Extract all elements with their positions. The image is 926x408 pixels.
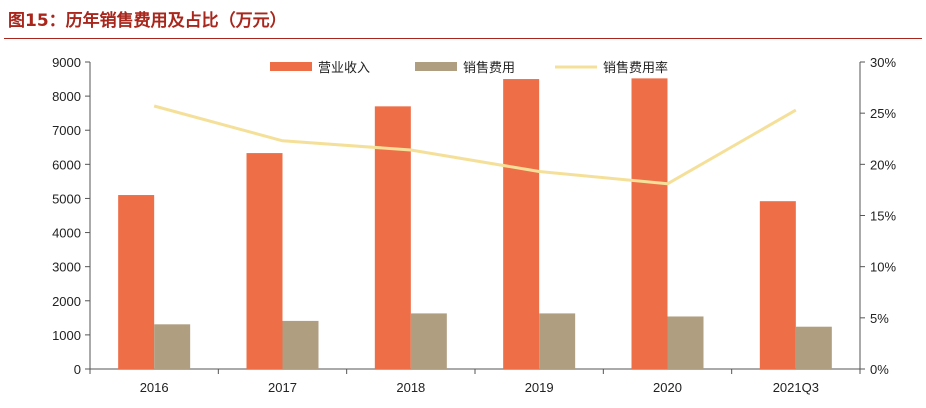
ratio-line [153,104,797,186]
legend-swatch [415,62,457,71]
expense-bar [282,320,319,369]
y-right-tick-label: 5% [870,311,889,326]
chart-legend: 营业收入 销售费用 销售费用率 [270,60,668,76]
chart-axes: 0 1000 2000 3000 4000 5000 6000 7000 8000 9000 0% 5… [52,55,896,395]
x-tick-label: 2019 [525,380,554,395]
y-right-tick-label: 30% [870,55,896,70]
y-left-tick-label: 1000 [52,328,81,343]
expense-bar [539,313,576,369]
legend-label: 销售费用 [463,60,515,76]
legend-swatch [270,62,312,71]
x-tick-label: 2017 [268,380,297,395]
chart-ratio-line [153,104,797,186]
revenue-bar [246,153,283,369]
y-left-tick-label: 7000 [52,123,81,138]
y-right-tick-label: 25% [870,106,896,121]
legend-label: 销售费用率 [603,60,668,76]
y-left-tick-label: 0 [74,362,81,377]
revenue-bar [631,78,668,369]
y-left-tick-label: 3000 [52,260,81,275]
figure-title: 图15：历年销售费用及占比（万元） [8,11,287,31]
expense-bar [795,326,832,369]
y-right-tick-label: 20% [870,157,896,172]
expense-bar [410,313,447,369]
x-tick-label: 2016 [140,380,169,395]
expense-bar [154,324,191,369]
revenue-bar [503,79,540,370]
y-right-tick-label: 10% [870,260,896,275]
revenue-bar [118,195,155,369]
y-right-tick-label: 0% [870,362,889,377]
revenue-bar [759,201,796,369]
y-right-tick-label: 15% [870,209,896,224]
y-left-tick-label: 5000 [52,191,81,206]
chart-bars [118,78,832,370]
legend-label: 营业收入 [318,61,370,76]
y-left-tick-label: 2000 [52,294,81,309]
x-tick-label: 2020 [653,380,682,395]
revenue-bar [374,106,411,369]
y-left-tick-label: 4000 [52,226,81,241]
y-left-tick-label: 8000 [52,89,81,104]
title-divider [4,38,922,39]
expense-bar [667,316,704,369]
y-left-tick-label: 6000 [52,157,81,172]
x-tick-label: 2021Q3 [773,380,819,395]
y-left-tick-label: 9000 [52,55,81,70]
x-tick-label: 2018 [396,380,425,395]
